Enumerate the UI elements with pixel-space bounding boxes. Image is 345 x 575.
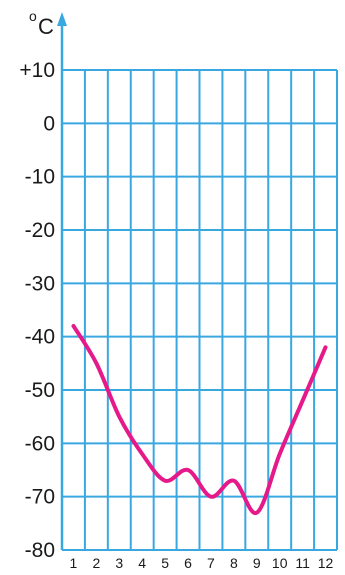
series-group (71, 324, 328, 515)
y-tick-label: -30 (25, 272, 55, 295)
x-tick-label: 5 (161, 555, 169, 571)
y-unit-label: o C (29, 8, 54, 39)
x-tick-label: 3 (115, 555, 123, 571)
chart-grid (61, 69, 338, 551)
x-tick-label: 10 (272, 555, 288, 571)
x-tick-label: 1 (70, 555, 78, 571)
x-tick-label: 2 (92, 555, 100, 571)
y-tick-label: -20 (25, 219, 55, 242)
x-tick-label: 7 (207, 555, 215, 571)
x-tick-label: 12 (318, 555, 334, 571)
y-unit-degree: o (29, 8, 37, 24)
x-tick-label: 4 (138, 555, 146, 571)
y-unit-letter: C (38, 14, 54, 39)
y-tick-label: -40 (25, 326, 55, 349)
y-tick-label: 0 (43, 112, 55, 135)
x-tick-label: 9 (253, 555, 261, 571)
x-tick-label: 11 (295, 555, 310, 571)
x-tick-label: 6 (184, 555, 192, 571)
y-tick-label: -60 (25, 432, 55, 455)
y-axis-arrowhead (57, 12, 67, 26)
y-tick-label: -50 (25, 379, 55, 402)
x-tick-label: 8 (230, 555, 238, 571)
y-tick-label: -10 (25, 166, 55, 189)
y-axis (57, 12, 67, 550)
y-tick-label: -80 (25, 539, 55, 562)
y-tick-label: -70 (25, 486, 55, 509)
y-tick-label: +10 (19, 59, 55, 82)
series-line (71, 324, 328, 515)
tick-labels: +100-10-20-30-40-50-60-70-801 2 3 4 5 6 7 8 9 10 1… (19, 59, 333, 571)
